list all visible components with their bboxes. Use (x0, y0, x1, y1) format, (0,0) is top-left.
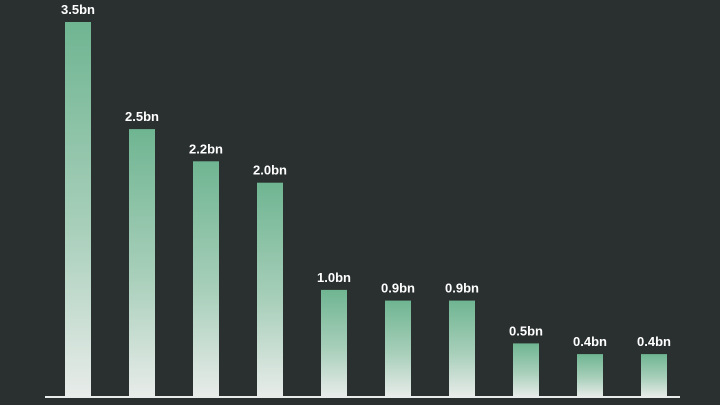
data-label-3: 2.2bn (189, 141, 223, 156)
bar-1 (65, 22, 91, 397)
data-label-2: 2.5bn (125, 109, 159, 124)
data-label-1: 3.5bn (61, 2, 95, 17)
data-labels-group: 3.5bn 2.5bn 2.2bn 2.0bn 1.0bn 0.9bn 0.9bn 0.5bn… (61, 2, 671, 349)
data-label-5: 1.0bn (317, 270, 351, 285)
bars-group (65, 22, 667, 397)
bar-8 (513, 343, 539, 397)
bar-6 (385, 300, 411, 397)
bar-10 (641, 354, 667, 397)
data-label-10: 0.4bn (637, 334, 671, 349)
bar-2 (129, 129, 155, 397)
data-label-4: 2.0bn (253, 163, 287, 178)
bar-9 (577, 354, 603, 397)
bar-4 (257, 182, 283, 397)
data-label-6: 0.9bn (381, 281, 415, 296)
bar-5 (321, 289, 347, 397)
data-label-8: 0.5bn (509, 323, 543, 338)
data-label-9: 0.4bn (573, 334, 607, 349)
data-label-7: 0.9bn (445, 281, 479, 296)
bar-3 (193, 161, 219, 397)
bar-7 (449, 300, 475, 397)
